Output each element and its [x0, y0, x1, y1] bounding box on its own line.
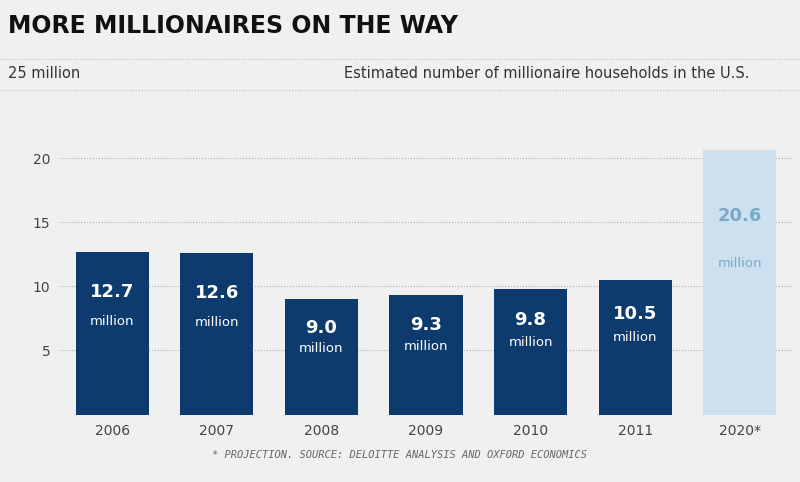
Text: 12.6: 12.6	[194, 284, 239, 302]
Bar	[703, 150, 776, 415]
Text: million: million	[299, 342, 344, 355]
Text: million: million	[508, 336, 553, 349]
Bar	[598, 280, 672, 415]
Bar	[390, 295, 462, 415]
Bar	[76, 252, 149, 415]
Text: Estimated number of millionaire households in the U.S.: Estimated number of millionaire househol…	[344, 67, 750, 81]
Text: MORE MILLIONAIRES ON THE WAY: MORE MILLIONAIRES ON THE WAY	[8, 14, 458, 38]
Text: 25 million: 25 million	[8, 67, 80, 81]
Text: million: million	[90, 315, 134, 328]
Text: 9.8: 9.8	[514, 311, 546, 329]
Bar	[285, 299, 358, 415]
Text: million: million	[404, 340, 448, 353]
Text: 10.5: 10.5	[613, 305, 658, 322]
Text: * PROJECTION. SOURCE: DELOITTE ANALYSIS AND OXFORD ECONOMICS: * PROJECTION. SOURCE: DELOITTE ANALYSIS …	[213, 451, 587, 460]
Text: 9.0: 9.0	[306, 319, 338, 337]
Text: 9.3: 9.3	[410, 316, 442, 334]
Text: million: million	[613, 331, 658, 344]
Text: 12.7: 12.7	[90, 283, 134, 301]
Bar	[180, 253, 254, 415]
Bar	[494, 289, 567, 415]
Text: 20.6: 20.6	[718, 207, 762, 226]
Text: million: million	[718, 257, 762, 270]
Text: million: million	[194, 316, 239, 329]
